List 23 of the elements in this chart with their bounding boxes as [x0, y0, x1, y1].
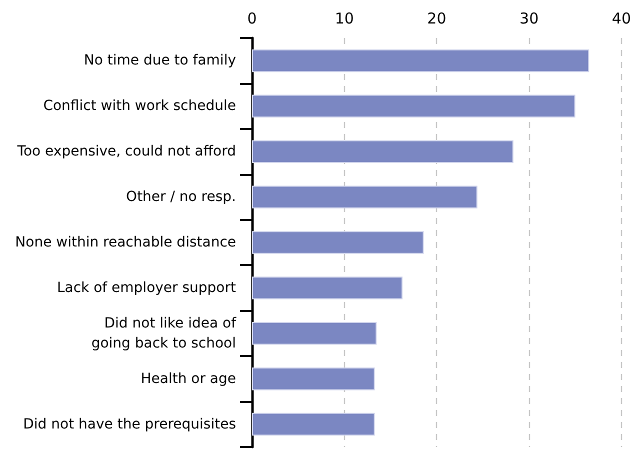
bar — [252, 412, 375, 436]
y-tick-label: No time due to family — [84, 52, 236, 69]
y-tick-label: Did not like idea of going back to school — [91, 315, 238, 352]
bar — [252, 231, 424, 254]
x-tick-label: 0 — [247, 10, 257, 28]
bar — [252, 140, 514, 163]
x-tick-label: 20 — [427, 10, 446, 28]
bar — [252, 276, 403, 300]
x-tick-label: 10 — [334, 10, 354, 28]
x-tick-label: 30 — [520, 10, 539, 28]
bar — [252, 186, 478, 208]
y-tick-label: Health or age — [140, 370, 236, 387]
bar — [252, 94, 576, 118]
y-tick-label: None within reachable distance — [15, 234, 236, 250]
y-tick-label: Too expensive, could not afford — [16, 144, 236, 160]
y-tick-label: Conflict with work schedule — [43, 98, 236, 114]
y-tick-label: Lack of employer support — [56, 280, 237, 296]
bar — [252, 367, 375, 390]
y-tick-label: Did not have the prerequisites — [23, 416, 236, 432]
x-tick-label: 40 — [612, 10, 632, 28]
bar — [252, 322, 377, 345]
bar — [252, 49, 590, 72]
y-tick-label: Other / no resp. — [126, 189, 236, 206]
